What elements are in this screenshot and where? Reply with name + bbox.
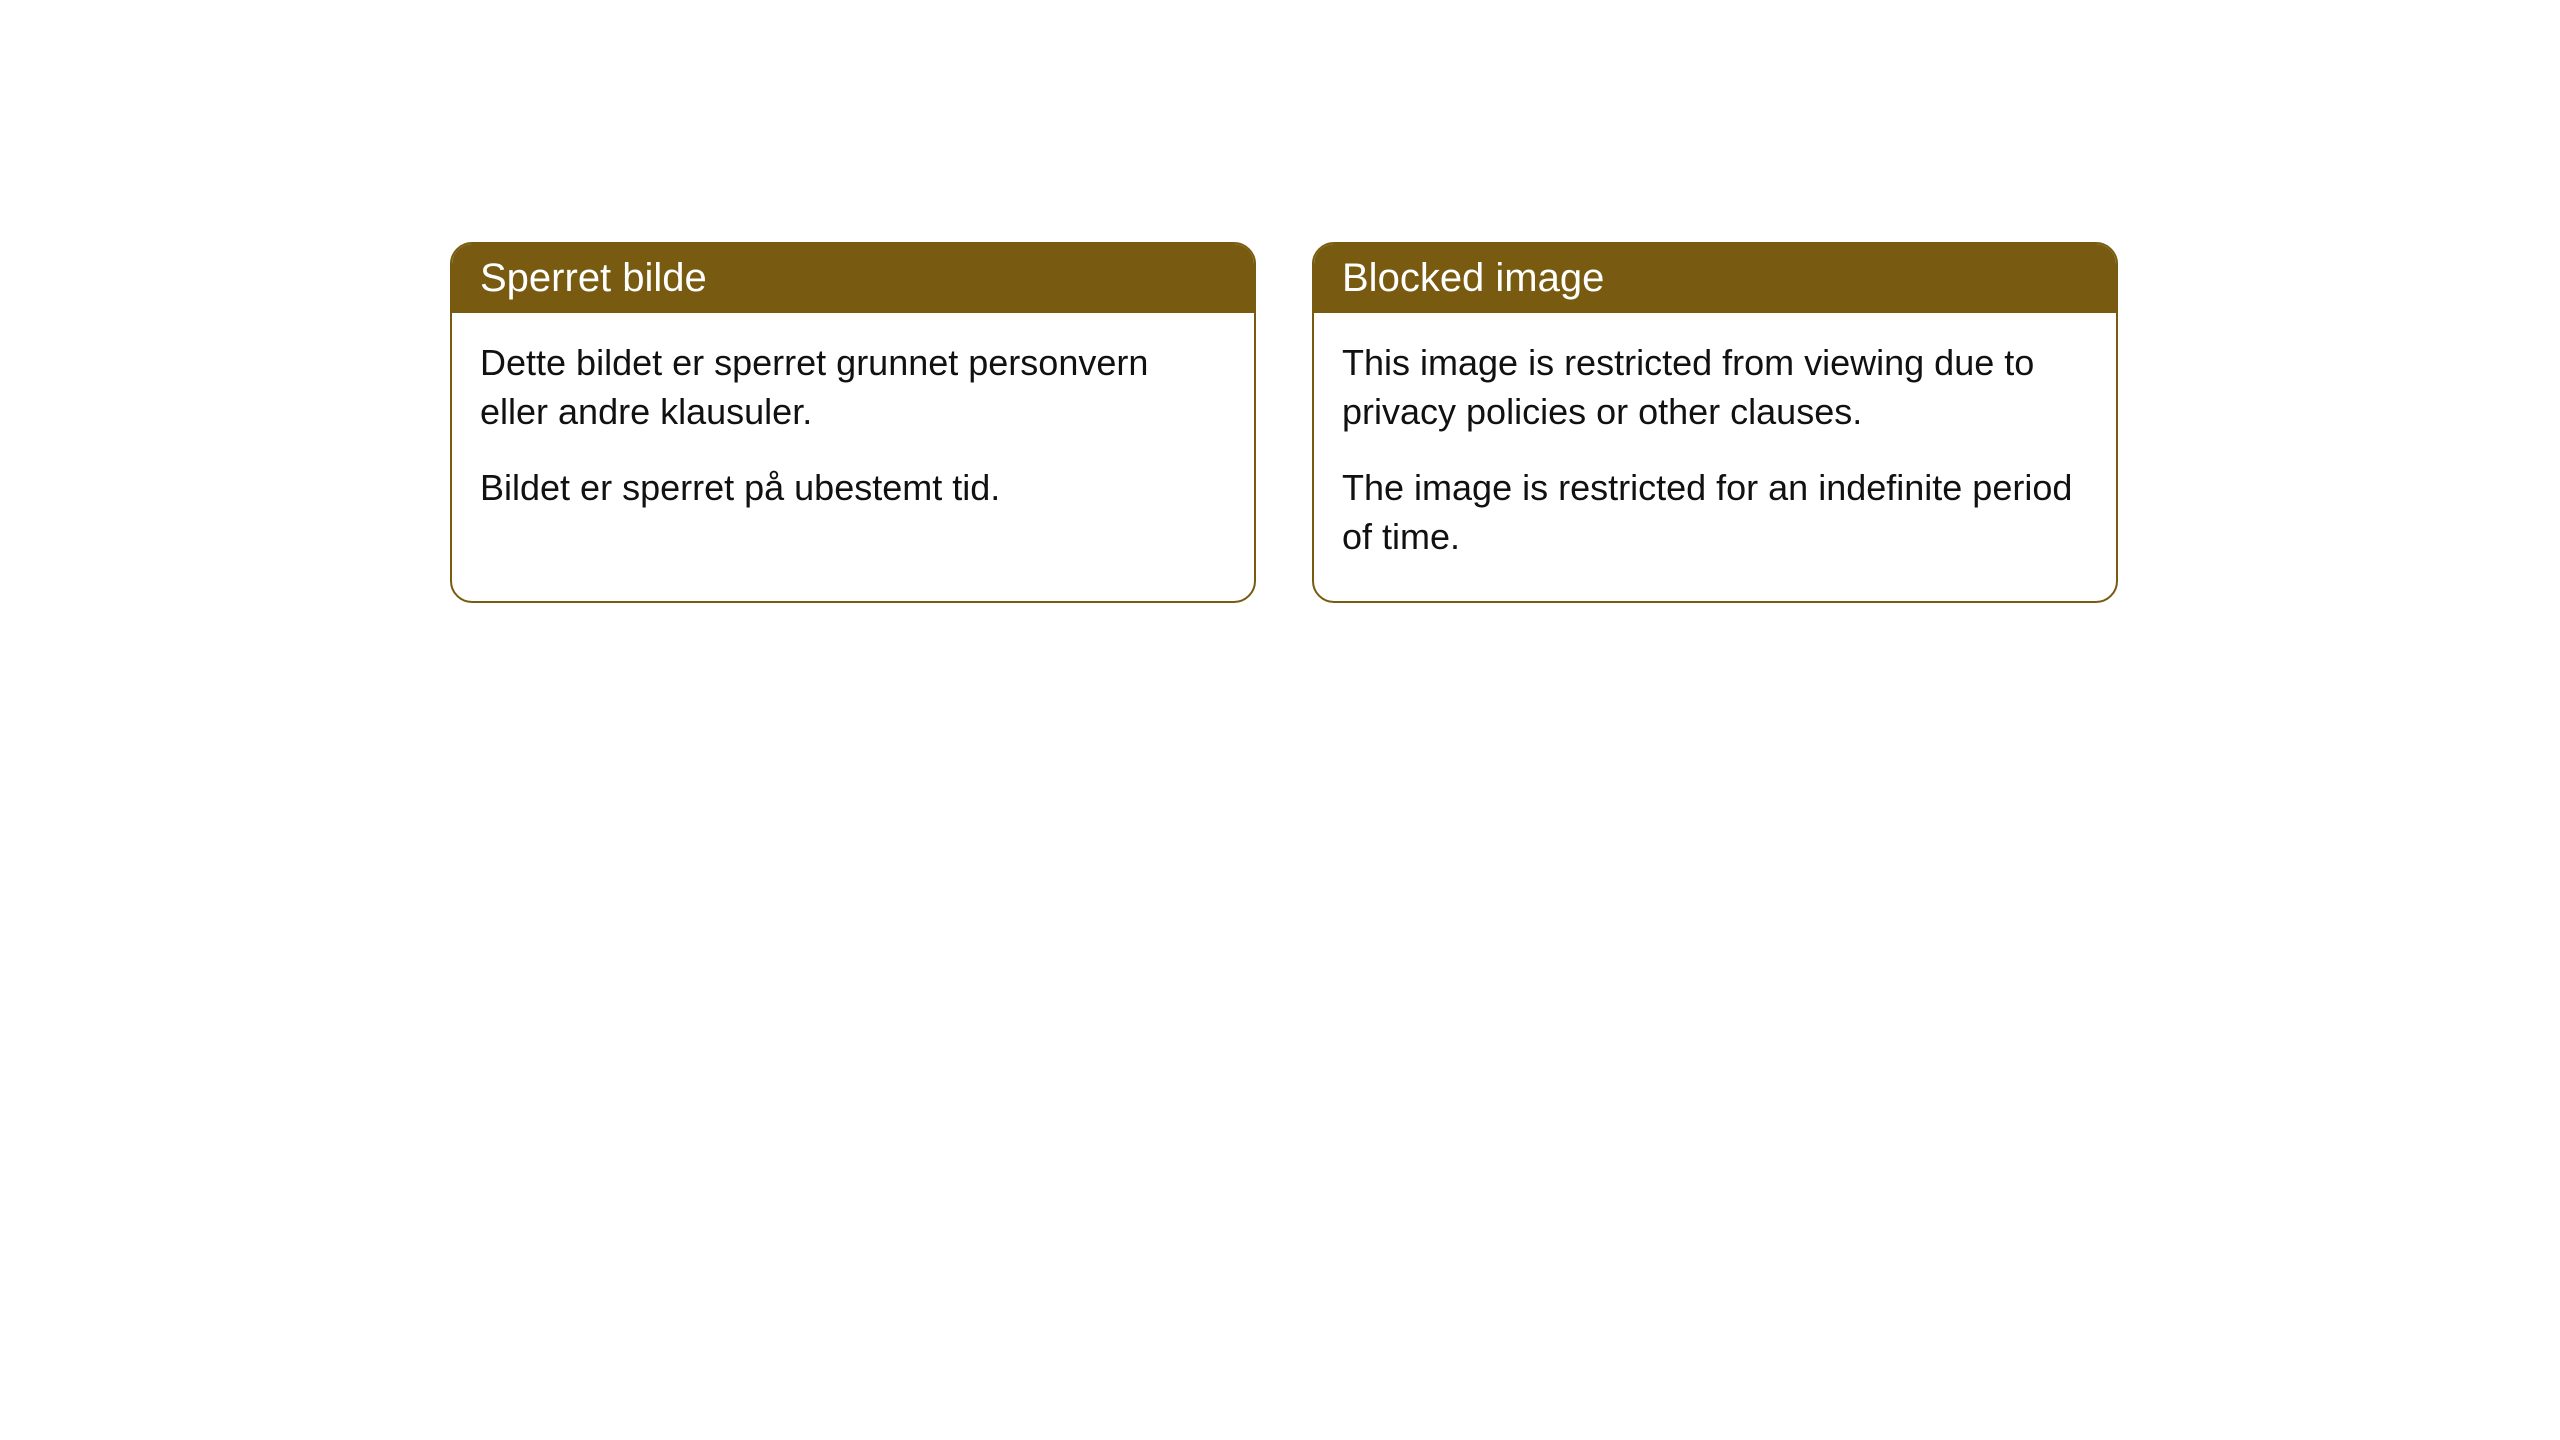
blocked-image-card-norwegian: Sperret bilde Dette bildet er sperret gr… xyxy=(450,242,1256,603)
notice-cards-container: Sperret bilde Dette bildet er sperret gr… xyxy=(450,242,2118,603)
card-title: Blocked image xyxy=(1342,256,1604,300)
card-paragraph: Bildet er sperret på ubestemt tid. xyxy=(480,464,1226,513)
card-header: Sperret bilde xyxy=(452,244,1254,313)
card-title: Sperret bilde xyxy=(480,256,707,300)
card-body: This image is restricted from viewing du… xyxy=(1314,313,2116,601)
blocked-image-card-english: Blocked image This image is restricted f… xyxy=(1312,242,2118,603)
card-body: Dette bildet er sperret grunnet personve… xyxy=(452,313,1254,553)
card-paragraph: This image is restricted from viewing du… xyxy=(1342,339,2088,436)
card-header: Blocked image xyxy=(1314,244,2116,313)
card-paragraph: The image is restricted for an indefinit… xyxy=(1342,464,2088,561)
card-paragraph: Dette bildet er sperret grunnet personve… xyxy=(480,339,1226,436)
